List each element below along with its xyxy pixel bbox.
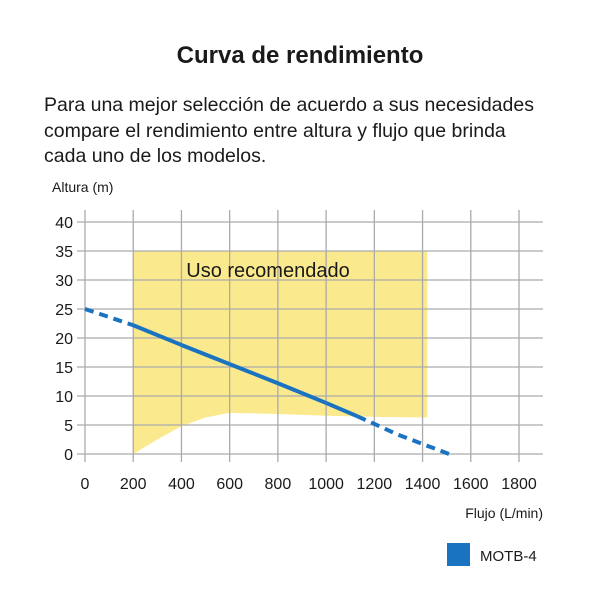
recommended-region (133, 251, 428, 454)
y-tick-label: 20 (55, 331, 73, 348)
y-tick-label: 40 (55, 215, 73, 232)
page-title: Curva de rendimiento (177, 42, 424, 69)
series-segment-solid (132, 323, 183, 347)
x-tick-label: 200 (120, 476, 147, 493)
y-tick-label: 30 (55, 273, 73, 290)
x-tick-label: 600 (216, 476, 243, 493)
description-line-2: compare el rendimiento entre altura y fl… (44, 120, 506, 142)
y-tick-label: 25 (55, 302, 73, 319)
series-segment-dashed (397, 432, 450, 456)
y-axis-label: Altura (m) (52, 179, 113, 195)
x-tick-label: 1600 (453, 476, 489, 493)
description-line-3: cada uno de los modelos. (44, 145, 266, 167)
x-tick-label: 1400 (405, 476, 441, 493)
series-segment-solid (325, 401, 359, 419)
series-segment-dashed (356, 414, 400, 437)
y-tick-label: 0 (64, 447, 73, 464)
description-line-1: Para una mejor selección de acuerdo a su… (44, 94, 534, 116)
x-tick-label: 1000 (308, 476, 344, 493)
series-segment-solid (228, 362, 279, 386)
legend-label: MOTB-4 (480, 548, 537, 565)
y-tick-label: 35 (55, 244, 73, 261)
x-axis-label: Flujo (L/min) (465, 505, 543, 521)
series-segment-solid (180, 343, 231, 366)
x-tick-label: 800 (265, 476, 292, 493)
y-tick-label: 5 (64, 418, 73, 435)
legend-swatch (447, 543, 470, 566)
x-tick-label: 0 (81, 476, 90, 493)
y-tick-label: 15 (55, 360, 73, 377)
x-tick-label: 1200 (357, 476, 393, 493)
series-segment-solid (277, 381, 327, 405)
x-tick-label: 1800 (501, 476, 537, 493)
y-tick-label: 10 (55, 389, 73, 406)
series-segment-dashed (84, 307, 134, 328)
region-label: Uso recomendado (186, 260, 349, 282)
x-tick-label: 400 (168, 476, 195, 493)
